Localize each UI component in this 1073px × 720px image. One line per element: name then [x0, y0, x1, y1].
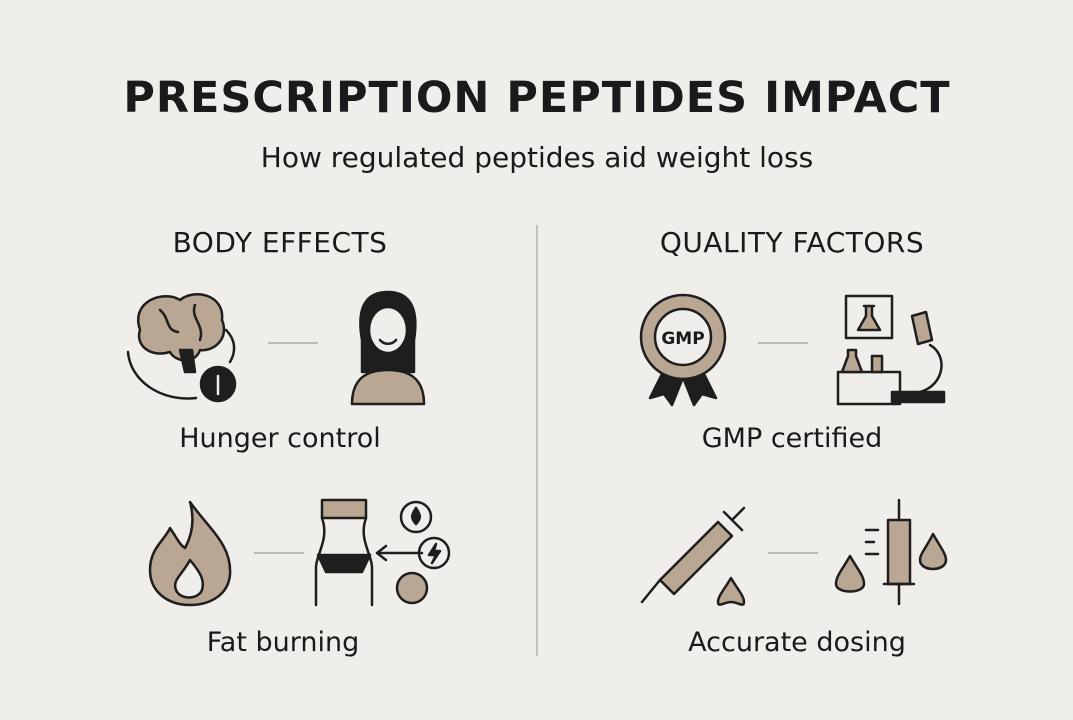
lab-icon: [836, 294, 946, 406]
subtitle: How regulated peptides aid weight loss: [261, 141, 813, 174]
dosing-icon: [834, 498, 948, 606]
gmp-badge-icon: [639, 293, 727, 407]
section-heading: BODY EFFECTS: [173, 226, 388, 259]
item-label: Hunger control: [179, 423, 381, 454]
waist-icon: [314, 498, 451, 607]
flame-icon: [148, 500, 232, 607]
item-label: GMP certified: [702, 423, 882, 454]
title: PRESCRIPTION PEPTIDES IMPACT: [123, 73, 950, 123]
item-label: Accurate dosing: [688, 627, 906, 658]
badge-text: GMP: [661, 329, 704, 349]
syringe-icon: [640, 506, 746, 606]
brain-icon: [126, 293, 237, 403]
section-heading: QUALITY FACTORS: [660, 226, 924, 259]
item-label: Fat burning: [207, 627, 360, 658]
woman-icon: [350, 290, 426, 406]
